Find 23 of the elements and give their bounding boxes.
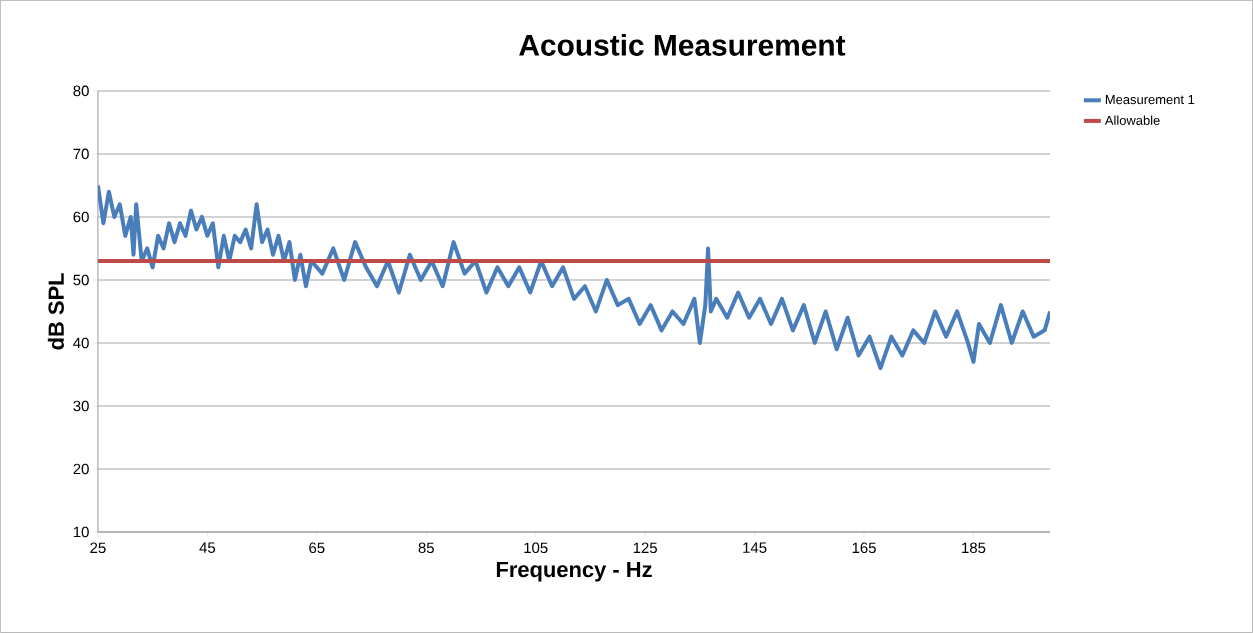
x-tick-label: 105 xyxy=(524,542,548,554)
line-series xyxy=(97,183,1051,371)
x-tick-label: 65 xyxy=(309,542,325,554)
y-axis-title: dB SPL xyxy=(47,273,64,350)
chart-title: Acoustic Measurement xyxy=(519,33,846,56)
y-tick-label: 60 xyxy=(73,211,89,223)
x-axis-title: Frequency - Hz xyxy=(496,561,652,582)
y-tick-label: 40 xyxy=(73,337,89,349)
x-tick-label: 125 xyxy=(633,542,657,554)
x-tick-label: 165 xyxy=(852,542,876,554)
legend-label: Measurement 1 xyxy=(1105,95,1195,105)
x-tick-label: 145 xyxy=(743,542,767,553)
y-tick-label: 80 xyxy=(73,85,89,97)
x-tick-label: 45 xyxy=(199,542,216,553)
y-tick-label: 10 xyxy=(73,526,89,538)
x-tick-label: 85 xyxy=(418,542,434,554)
x-tick-label: 185 xyxy=(962,542,986,554)
y-tick-label: 50 xyxy=(73,274,89,286)
y-tick-label: 70 xyxy=(73,148,89,160)
y-tick-label: 30 xyxy=(73,400,89,412)
legend-label: Allowable xyxy=(1104,115,1160,126)
x-tick-label: 25 xyxy=(90,542,106,554)
y-tick-label: 20 xyxy=(73,463,89,475)
